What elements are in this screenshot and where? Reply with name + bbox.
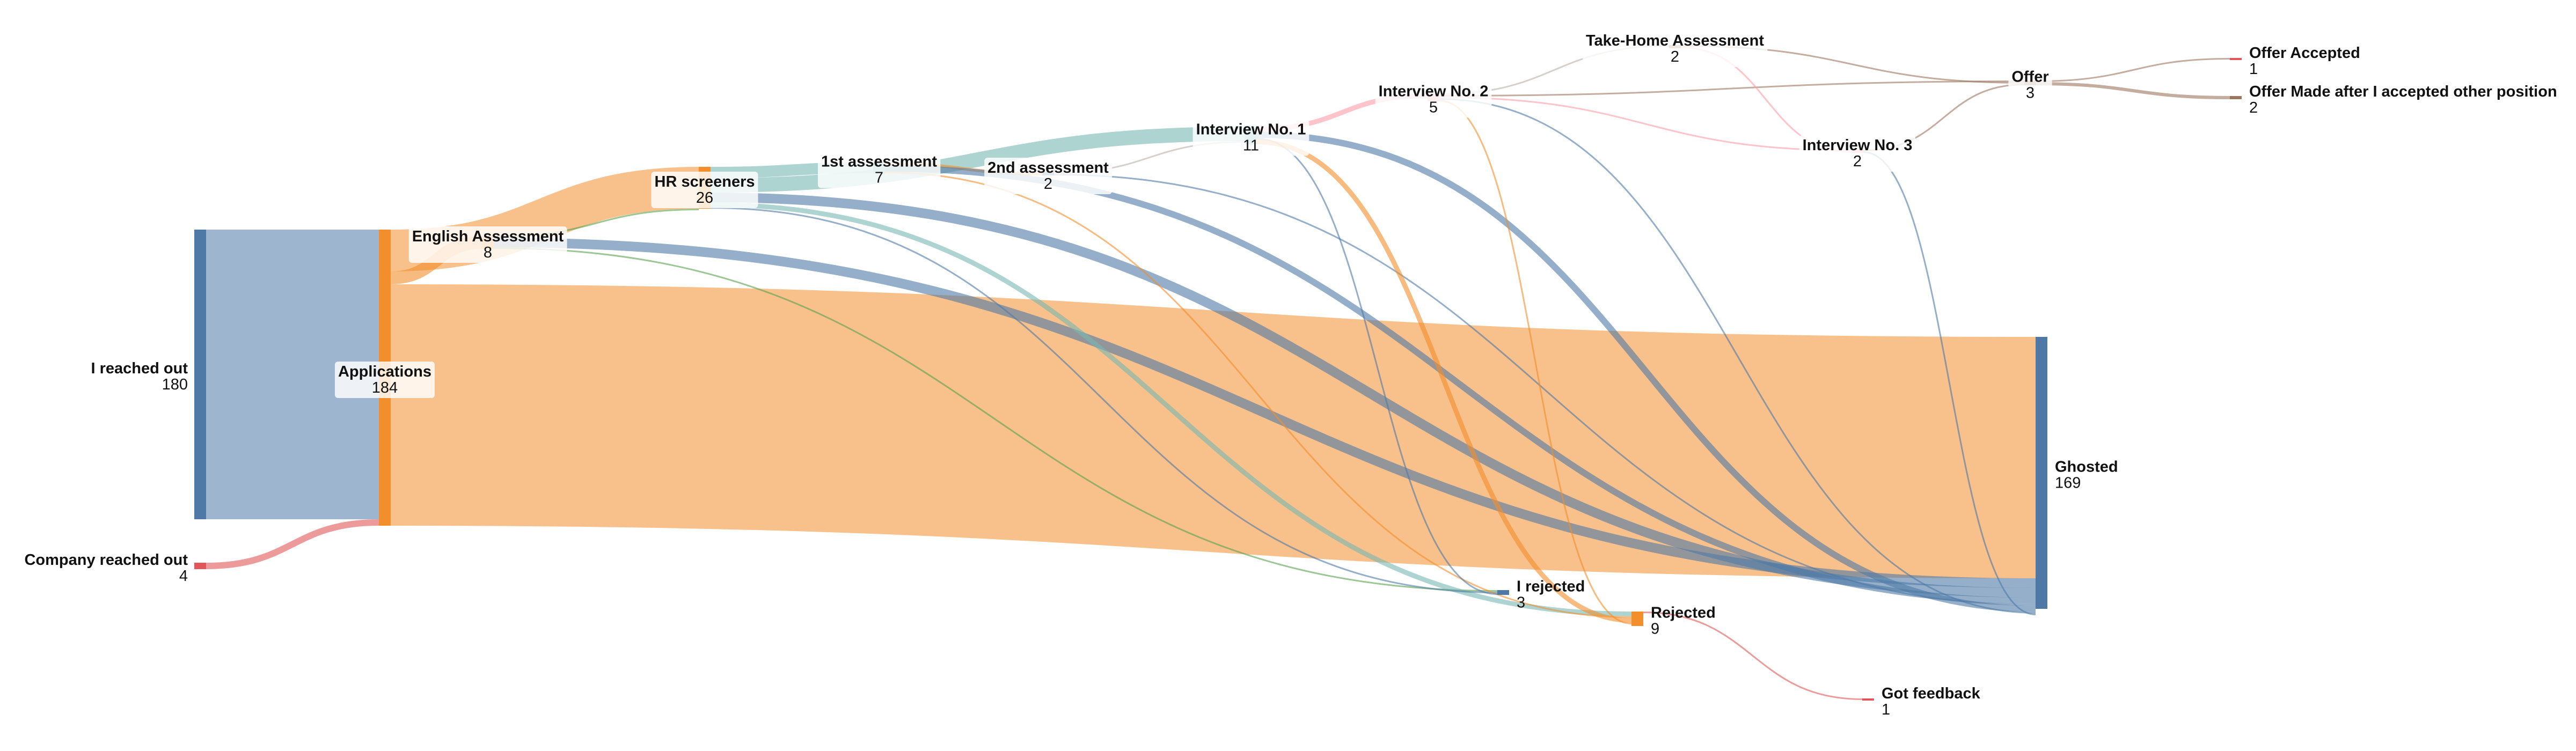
label-offer_after-value: 2 <box>2249 99 2258 116</box>
label-company-value: 4 <box>179 568 188 585</box>
link-int2-to-int3 <box>1439 97 1852 151</box>
node-feedback <box>1862 698 1874 701</box>
label-takehome-background <box>1582 31 1768 67</box>
label-first-background <box>817 151 941 188</box>
node-reached_out <box>194 230 206 519</box>
label-english-background <box>408 226 567 263</box>
label-english-name: English Assessment <box>412 228 564 245</box>
link-hr-to-rejected <box>710 202 1632 616</box>
label-i_rejected-name: I rejected <box>1517 578 1585 595</box>
label-int2-name: Interview No. 2 <box>1379 83 1489 100</box>
label-int1-value: 11 <box>1243 137 1259 154</box>
label-hr-value: 26 <box>696 189 713 207</box>
label-english-value: 8 <box>484 244 492 261</box>
link-hr-to-i_rejected <box>710 207 1498 593</box>
link-applications-to-ghosted <box>390 284 2036 578</box>
label-int1-name: Interview No. 1 <box>1196 121 1306 138</box>
label-feedback-value: 1 <box>1882 701 1890 718</box>
label-int2-background <box>1375 81 1492 118</box>
label-takehome-value: 2 <box>1671 48 1679 65</box>
label-accepted-value: 1 <box>2249 61 2258 78</box>
label-reached_out-name: I reached out <box>91 360 188 377</box>
link-hr-to-ghosted <box>710 193 2036 598</box>
label-rejected-value: 9 <box>1651 621 1659 638</box>
node-accepted <box>2230 58 2242 60</box>
label-accepted-name: Offer Accepted <box>2249 45 2360 62</box>
link-english-to-i_rejected <box>493 247 1498 592</box>
label-company-name: Company reached out <box>24 551 188 569</box>
link-int2-to-rejected <box>1439 100 1632 624</box>
label-second-name: 2nd assessment <box>987 159 1109 176</box>
label-takehome-name: Take-Home Assessment <box>1586 32 1764 49</box>
link-first-to-ghosted <box>884 165 2036 604</box>
link-offer-to-offer_after <box>2036 82 2230 99</box>
label-int1: Interview No. 111 <box>1192 119 1309 156</box>
link-second-to-ghosted <box>1053 174 2036 606</box>
label-offer-background <box>2008 67 2052 104</box>
link-company-to-applications <box>206 519 379 569</box>
label-reached_out-value: 180 <box>162 376 188 393</box>
node-offer_after <box>2230 96 2242 99</box>
label-applications-name: Applications <box>338 363 431 380</box>
link-int3-to-ghosted <box>1863 151 2036 615</box>
label-applications-value: 184 <box>372 379 398 396</box>
label-first-value: 7 <box>875 170 883 187</box>
label-offer-name: Offer <box>2011 69 2048 86</box>
label-ghosted-name: Ghosted <box>2055 459 2118 476</box>
link-hr-to-int1 <box>710 127 1246 193</box>
label-hr-name: HR screeners <box>655 173 755 190</box>
label-int1-background <box>1192 119 1309 156</box>
link-offer-to-accepted <box>2036 58 2230 82</box>
link-int1-to-i_rejected <box>1256 138 1498 595</box>
node-rejected <box>1631 612 1643 626</box>
label-int3-name: Interview No. 3 <box>1803 137 1913 154</box>
label-int3-background <box>1799 135 1916 172</box>
link-int2-to-ghosted <box>1439 98 2036 614</box>
label-offer_after-name: Offer Made after I accepted other positi… <box>2249 83 2557 100</box>
label-int2: Interview No. 25 <box>1375 81 1492 118</box>
label-int3-value: 2 <box>1853 153 1862 170</box>
link-int1-to-ghosted <box>1256 131 2036 612</box>
label-int2-value: 5 <box>1429 99 1438 116</box>
label-offer-value: 3 <box>2026 85 2035 102</box>
node-i_rejected <box>1497 590 1509 595</box>
label-i_rejected-value: 3 <box>1517 594 1525 612</box>
label-hr-background <box>651 172 758 208</box>
label-second-background <box>984 158 1113 194</box>
label-applications-background <box>334 362 435 398</box>
link-first-to-rejected <box>884 172 1632 618</box>
label-rejected-name: Rejected <box>1651 605 1716 622</box>
node-company <box>194 563 206 569</box>
label-int3: Interview No. 32 <box>1799 135 1916 172</box>
label-second-value: 2 <box>1044 175 1052 193</box>
label-feedback-name: Got feedback <box>1882 685 1981 702</box>
label-first-name: 1st assessment <box>821 153 937 171</box>
link-int1-to-rejected <box>1256 139 1632 623</box>
node-ghosted <box>2036 337 2047 609</box>
link-rejected-to-feedback <box>1643 612 1863 700</box>
label-offer_after: Offer Made after I accepted other positi… <box>2249 83 2557 116</box>
link-int2-to-offer <box>1439 80 2025 97</box>
label-ghosted-value: 169 <box>2055 475 2081 492</box>
